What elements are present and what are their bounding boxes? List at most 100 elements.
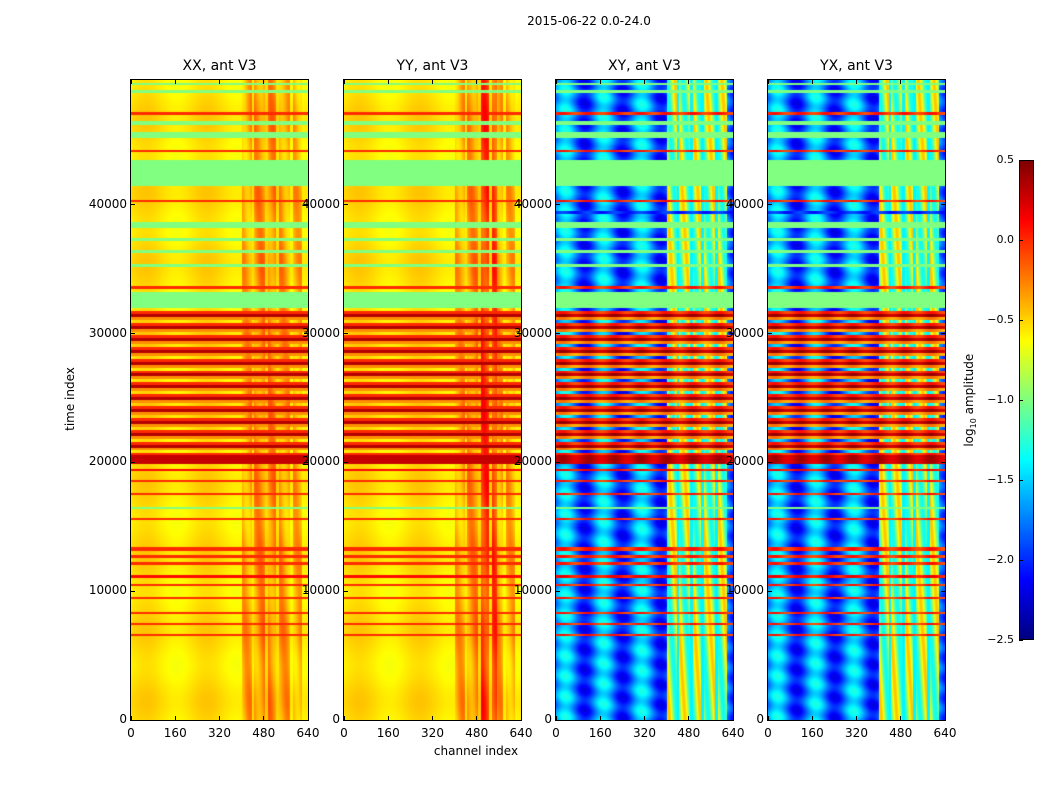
heatmap-image (344, 80, 521, 720)
x-tick-mark (644, 716, 645, 720)
x-tick-mark (219, 716, 220, 720)
y-tick-label: 0 (119, 712, 127, 726)
x-tick-label: 480 (889, 726, 913, 740)
x-tick-label: 640 (933, 726, 957, 740)
x-tick-mark (476, 716, 478, 720)
x-tick-label: 320 (208, 726, 231, 740)
y-tick-mark (729, 204, 733, 206)
y-tick-label: 10000 (725, 583, 764, 598)
x-tick-mark (944, 716, 946, 720)
colorbar-tick-mark (1019, 240, 1023, 241)
colorbar-label: log10 amplitude (961, 353, 979, 447)
x-tick-mark (900, 80, 902, 84)
x-tick-mark (688, 716, 690, 720)
x-tick-label: 480 (252, 726, 276, 740)
y-tick-mark (131, 719, 135, 721)
y-tick-label: 10000 (513, 583, 552, 598)
y-tick-label: 40000 (725, 196, 764, 211)
y-tick-mark (556, 590, 560, 592)
y-axis-label: time index (63, 367, 77, 431)
x-tick-mark (343, 80, 345, 84)
panel-title: XX, ant V3 (182, 58, 257, 74)
colorbar-tick-label: −0.5 (987, 313, 1014, 326)
y-tick-mark (304, 590, 308, 592)
colorbar-tick-mark (1019, 400, 1023, 401)
y-tick-label: 20000 (725, 454, 764, 469)
panel-title: XY, ant V3 (608, 58, 681, 74)
x-tick-label: 160 (800, 726, 824, 740)
heatmap-panel-yx: YX, ant V3 0 160 320 480 640 0 10000 20000 30000 4… (726, 58, 957, 740)
x-tick-mark (520, 80, 522, 84)
y-tick-mark (131, 204, 135, 206)
y-tick-mark (131, 333, 135, 335)
colorbar-tick-label: −2.5 (987, 633, 1014, 646)
colorbar-tick-mark (1019, 560, 1023, 561)
x-tick-label: 320 (421, 726, 444, 740)
y-tick-mark (344, 590, 348, 592)
x-tick-mark (767, 716, 769, 720)
y-tick-mark (768, 461, 772, 463)
y-tick-label: 30000 (301, 325, 340, 340)
x-tick-mark (555, 80, 557, 84)
panel-title: YX, ant V3 (820, 58, 893, 74)
x-tick-mark (263, 80, 265, 84)
y-tick-label: 20000 (88, 454, 127, 469)
x-tick-mark (263, 716, 265, 720)
y-tick-mark (517, 204, 521, 206)
x-tick-label: 0 (764, 726, 772, 740)
x-tick-label: 160 (588, 726, 612, 740)
x-tick-mark (732, 80, 734, 84)
x-tick-label: 320 (633, 726, 656, 740)
x-tick-label: 0 (552, 726, 560, 740)
y-tick-mark (304, 461, 308, 463)
x-tick-mark (644, 80, 645, 84)
y-tick-mark (941, 590, 945, 592)
x-tick-mark (174, 80, 176, 84)
heatmap-panel-xy: XY, ant V3 0 160 320 480 640 0 10000 20000 30000 4… (514, 58, 745, 740)
y-tick-label: 30000 (88, 325, 127, 340)
y-tick-mark (131, 461, 135, 463)
y-tick-label: 30000 (513, 325, 552, 340)
x-tick-mark (130, 716, 132, 720)
y-tick-label: 40000 (301, 196, 340, 211)
y-tick-mark (729, 719, 733, 721)
colorbar-tick-label: 0.0 (996, 233, 1015, 246)
y-tick-mark (941, 333, 945, 335)
x-tick-mark (811, 80, 813, 84)
y-tick-label: 10000 (88, 583, 127, 598)
colorbar-tick-label: −1.0 (987, 393, 1014, 406)
y-tick-mark (131, 590, 135, 592)
x-tick-mark (732, 716, 734, 720)
x-tick-label: 640 (509, 726, 533, 740)
heatmap-image (131, 80, 308, 720)
x-tick-mark (174, 716, 176, 720)
x-tick-mark (432, 716, 433, 720)
heatmap-panel-yy: YY, ant V3 0 160 320 480 640 0 10000 20000 30000 4… (302, 58, 533, 740)
x-tick-mark (219, 80, 220, 84)
y-tick-mark (344, 204, 348, 206)
x-tick-mark (476, 80, 478, 84)
y-tick-label: 30000 (725, 325, 764, 340)
colorbar-tick-mark (1019, 320, 1023, 321)
x-tick-mark (767, 80, 769, 84)
y-tick-mark (517, 590, 521, 592)
x-tick-mark (307, 80, 309, 84)
x-tick-mark (555, 716, 557, 720)
x-tick-mark (343, 716, 345, 720)
x-tick-mark (387, 80, 389, 84)
y-tick-mark (941, 719, 945, 721)
heatmap-panel-xx: XX, ant V3 0 160 320 480 640 0 10000 20000 30000 4… (89, 58, 320, 740)
x-tick-label: 480 (677, 726, 701, 740)
heatmap-image (768, 80, 945, 720)
colorbar-tick-label: 0.5 (996, 153, 1015, 166)
y-tick-mark (941, 461, 945, 463)
x-tick-mark (811, 716, 813, 720)
y-tick-mark (556, 461, 560, 463)
y-tick-label: 0 (756, 712, 764, 726)
x-tick-mark (599, 80, 601, 84)
y-tick-mark (729, 333, 733, 335)
y-tick-mark (517, 333, 521, 335)
y-tick-mark (344, 719, 348, 721)
x-axis-label: channel index (433, 744, 519, 758)
colorbar-tick-mark (1019, 160, 1023, 161)
